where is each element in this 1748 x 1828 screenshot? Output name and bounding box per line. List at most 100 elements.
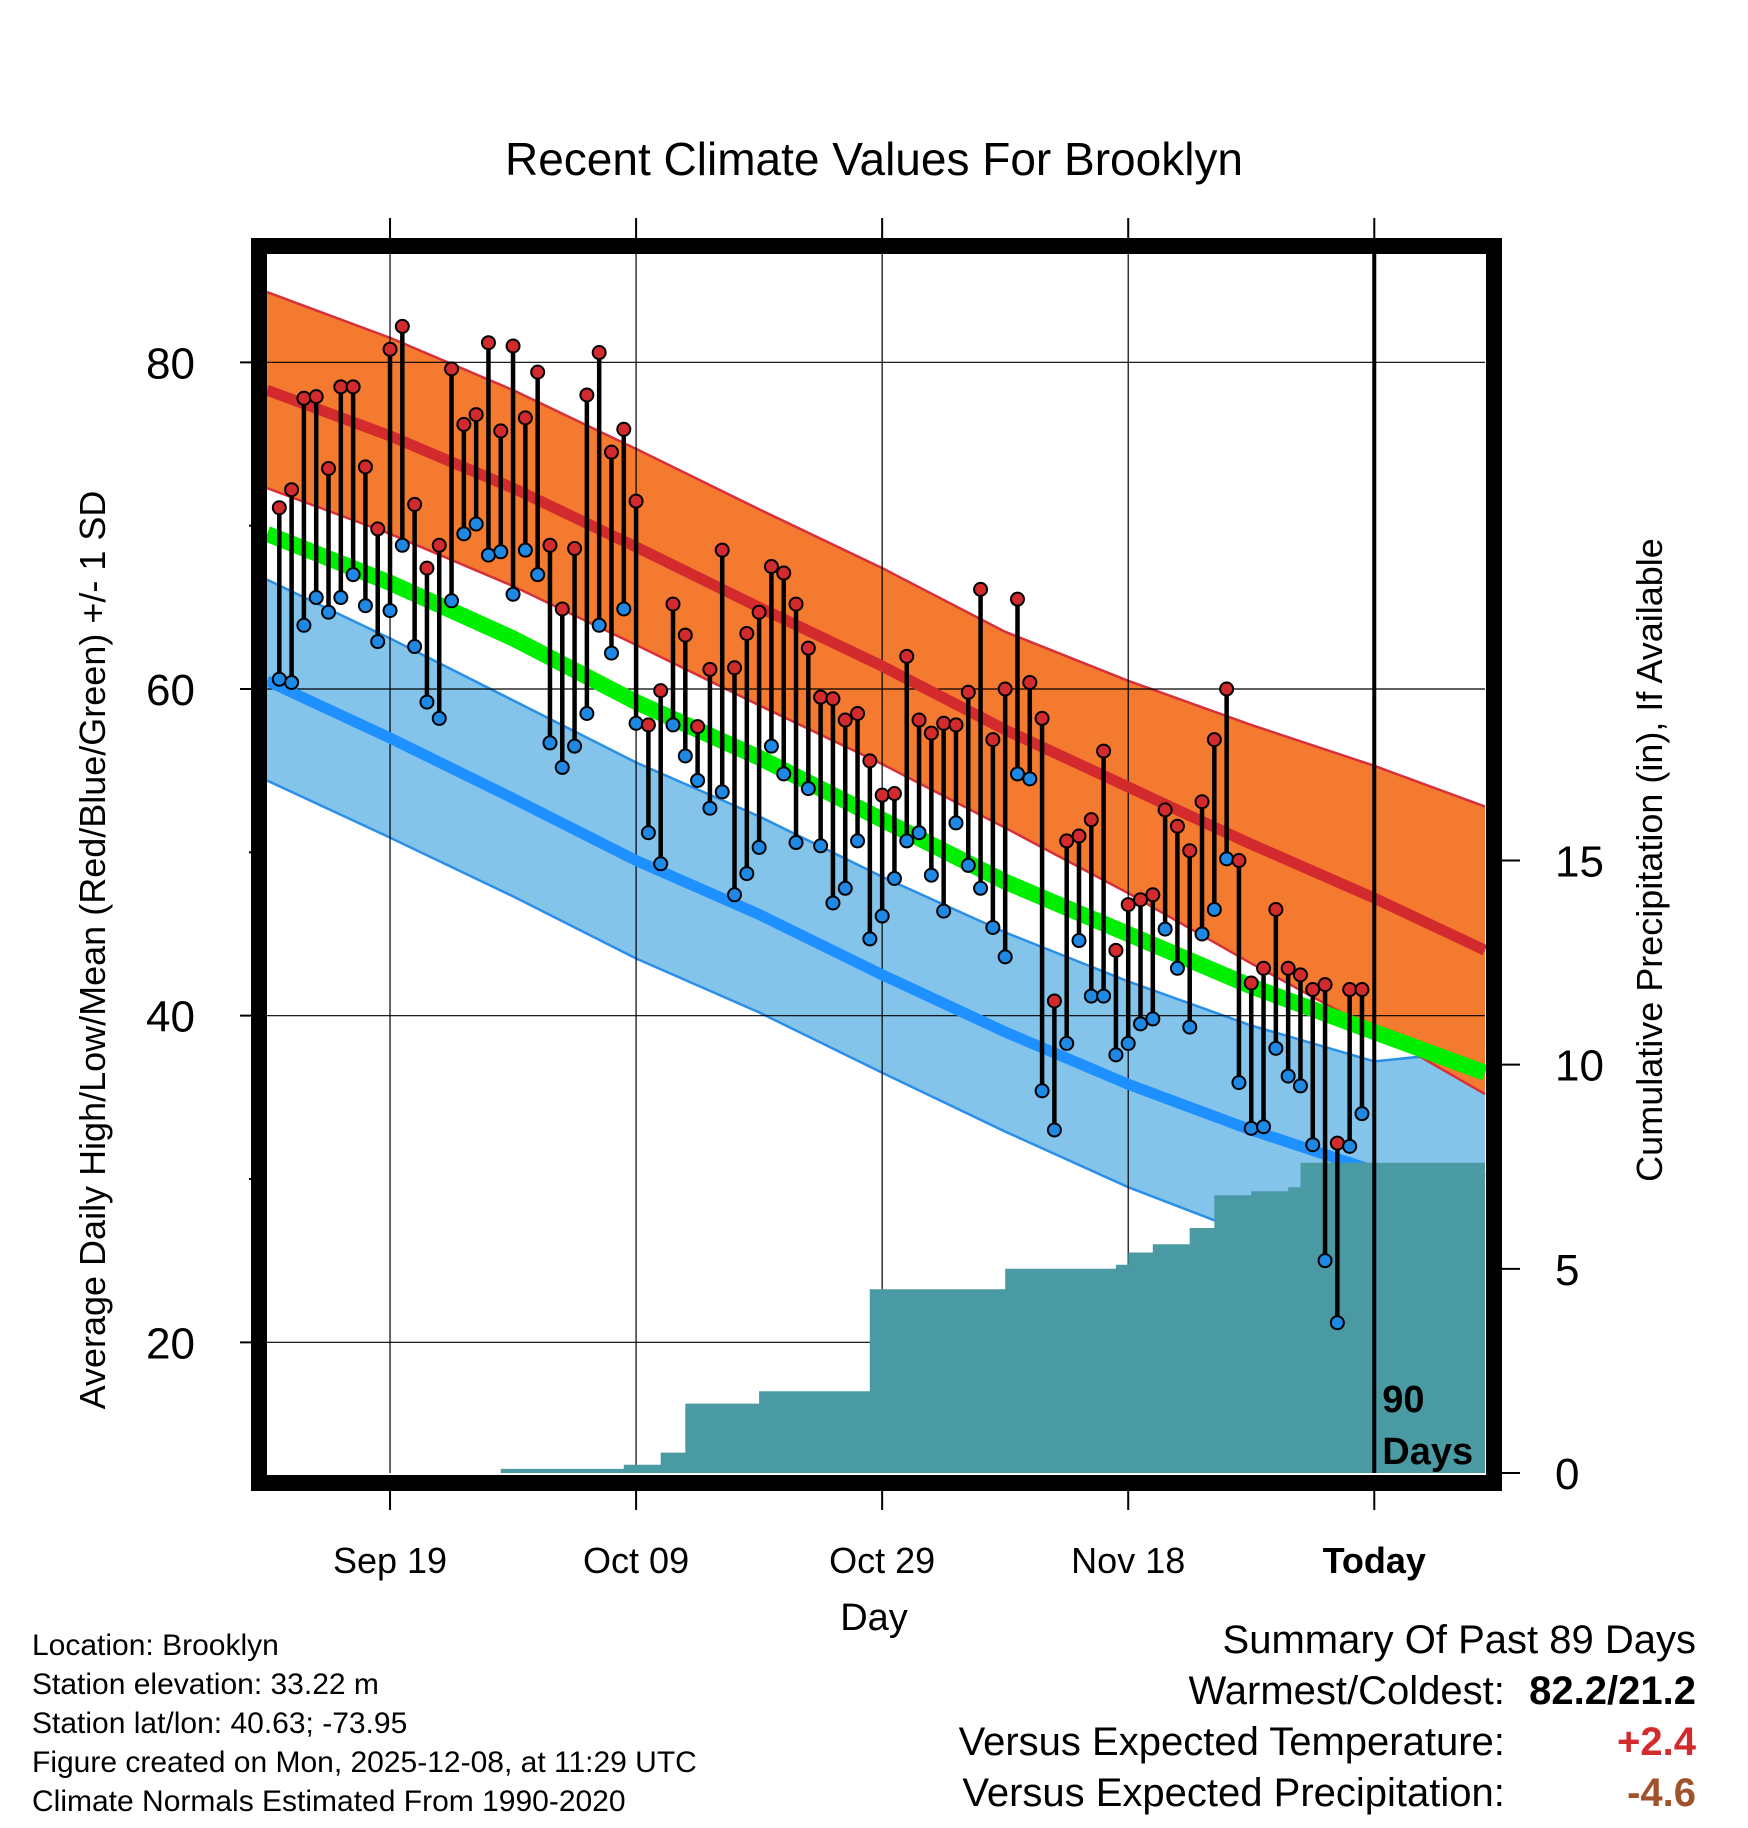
daily-high-point bbox=[837, 712, 853, 728]
daily-low-point bbox=[948, 815, 964, 831]
daily-low-point bbox=[751, 839, 767, 855]
created-text: Figure created on Mon, 2025-12-08, at 11… bbox=[32, 1746, 697, 1779]
daily-high-point bbox=[456, 416, 472, 432]
summary-panel: Summary Of Past 89 Days Warmest/Coldest:… bbox=[959, 1615, 1696, 1819]
daily-high-point bbox=[1133, 892, 1149, 908]
daily-low-point bbox=[382, 603, 398, 619]
daily-low-point bbox=[321, 604, 337, 620]
daily-high-point bbox=[444, 361, 460, 377]
daily-low-point bbox=[419, 694, 435, 710]
daily-temperature-marks bbox=[271, 318, 1370, 1331]
precip-tick-label: 10 bbox=[1555, 1042, 1604, 1091]
daily-high-point bbox=[1329, 1135, 1345, 1151]
daily-low-point bbox=[345, 567, 361, 583]
temp-tick-label: 40 bbox=[146, 993, 195, 1042]
daily-high-point bbox=[948, 717, 964, 733]
daily-low-point bbox=[800, 781, 816, 797]
daily-low-point bbox=[788, 835, 804, 851]
latlon-text: Station lat/lon: 40.63; -73.95 bbox=[32, 1707, 408, 1740]
daily-low-point bbox=[1329, 1315, 1345, 1331]
daily-low-point bbox=[1096, 988, 1112, 1004]
daily-high-point bbox=[1206, 732, 1222, 748]
daily-low-point bbox=[1059, 1035, 1075, 1051]
daily-high-point bbox=[1169, 818, 1185, 834]
daily-high-point bbox=[370, 521, 386, 537]
daily-high-point bbox=[517, 410, 533, 426]
daily-low-point bbox=[1046, 1122, 1062, 1138]
daily-high-point bbox=[271, 500, 287, 516]
daily-low-point bbox=[370, 634, 386, 650]
daily-low-point bbox=[1120, 1035, 1136, 1051]
daily-high-point bbox=[1194, 794, 1210, 810]
daily-high-point bbox=[1096, 743, 1112, 759]
normal-low-line bbox=[265, 675, 1486, 1185]
daily-high-point bbox=[1083, 812, 1099, 828]
precip-tick-label: 15 bbox=[1555, 838, 1604, 887]
daily-high-point bbox=[1157, 802, 1173, 818]
daily-low-point bbox=[727, 887, 743, 903]
daily-high-point bbox=[357, 459, 373, 475]
daily-low-point bbox=[640, 825, 656, 841]
daily-low-point bbox=[997, 949, 1013, 965]
daily-low-point bbox=[973, 880, 989, 896]
daily-high-point bbox=[653, 683, 669, 699]
daily-low-point bbox=[628, 715, 644, 731]
daily-high-point bbox=[321, 461, 337, 476]
daily-low-point bbox=[899, 833, 915, 849]
daily-high-point bbox=[345, 379, 361, 395]
axes: 20 40 60 80 0 5 10 15 Sep 19 Oct 09 Oct 29 Nov 18 To… bbox=[146, 218, 1604, 1581]
temp-departure-row: Versus Expected Temperature: +2.4 bbox=[959, 1717, 1696, 1768]
daily-low-point bbox=[1317, 1253, 1333, 1269]
temp-departure-value: +2.4 bbox=[1617, 1720, 1696, 1764]
daily-high-point bbox=[1256, 960, 1272, 976]
daily-low-point bbox=[296, 617, 312, 633]
daily-high-point bbox=[739, 625, 755, 641]
daily-low-point bbox=[874, 908, 890, 924]
daily-high-point bbox=[284, 482, 300, 498]
daily-low-point bbox=[493, 544, 509, 560]
daily-low-point bbox=[813, 838, 829, 854]
warmest-coldest-label: Warmest/Coldest: bbox=[1188, 1669, 1505, 1713]
daily-low-point bbox=[1157, 921, 1173, 937]
daily-low-point bbox=[554, 759, 570, 775]
daily-low-point bbox=[850, 833, 866, 849]
daily-low-point bbox=[1071, 933, 1087, 949]
daily-low-point bbox=[603, 645, 619, 661]
daily-low-point bbox=[1342, 1138, 1358, 1154]
daily-high-point bbox=[936, 715, 952, 731]
daily-low-point bbox=[690, 772, 706, 788]
daily-low-point bbox=[456, 526, 472, 542]
x-tick-label: Today bbox=[1323, 1540, 1426, 1581]
window-label-1: 90 bbox=[1382, 1379, 1424, 1421]
temp-tick-label: 20 bbox=[146, 1319, 195, 1368]
daily-low-point bbox=[591, 617, 607, 633]
daily-low-point bbox=[407, 639, 423, 655]
daily-high-point bbox=[776, 565, 792, 581]
precip-departure-value: -4.6 bbox=[1627, 1771, 1696, 1815]
daily-low-point bbox=[1034, 1083, 1050, 1099]
daily-low-point bbox=[1145, 1011, 1161, 1027]
daily-low-point bbox=[271, 671, 287, 687]
cumulative-precip-area bbox=[267, 1162, 1485, 1473]
daily-high-point bbox=[591, 345, 607, 361]
x-tick-label: Nov 18 bbox=[1071, 1540, 1185, 1581]
daily-high-point bbox=[1354, 982, 1370, 998]
daily-high-point bbox=[554, 601, 570, 617]
daily-low-point bbox=[665, 717, 681, 733]
daily-low-point bbox=[444, 593, 460, 609]
daily-high-point bbox=[1071, 828, 1087, 844]
daily-low-point bbox=[1268, 1040, 1284, 1056]
precip-departure-label: Versus Expected Precipitation: bbox=[962, 1771, 1505, 1815]
daily-low-point bbox=[530, 567, 546, 583]
x-tick-label: Sep 19 bbox=[333, 1540, 447, 1581]
daily-high-point bbox=[874, 787, 890, 803]
daily-high-point bbox=[690, 719, 706, 735]
daily-low-point bbox=[1133, 1016, 1149, 1032]
x-tick-label: Oct 29 bbox=[829, 1540, 935, 1581]
daily-high-point bbox=[997, 681, 1013, 697]
daily-high-point bbox=[1280, 960, 1296, 976]
precip-departure-row: Versus Expected Precipitation: -4.6 bbox=[959, 1768, 1696, 1819]
daily-low-point bbox=[480, 547, 496, 563]
daily-low-point bbox=[837, 880, 853, 896]
temp-tick-label: 80 bbox=[146, 339, 195, 388]
